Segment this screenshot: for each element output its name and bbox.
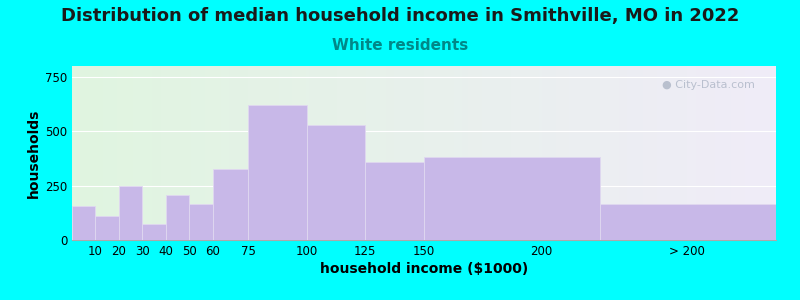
- Bar: [248, 105, 306, 240]
- Text: White residents: White residents: [332, 38, 468, 52]
- Bar: [366, 162, 424, 240]
- Bar: [166, 195, 190, 240]
- Bar: [306, 125, 366, 240]
- Text: ● City-Data.com: ● City-Data.com: [662, 80, 755, 90]
- Bar: [72, 206, 95, 240]
- X-axis label: household income ($1000): household income ($1000): [320, 262, 528, 276]
- Bar: [142, 224, 166, 240]
- Bar: [119, 186, 142, 240]
- Text: Distribution of median household income in Smithville, MO in 2022: Distribution of median household income …: [61, 8, 739, 26]
- Y-axis label: households: households: [26, 108, 41, 198]
- Bar: [95, 216, 119, 240]
- Bar: [190, 204, 213, 240]
- Bar: [600, 204, 776, 240]
- Bar: [424, 157, 600, 240]
- Bar: [213, 169, 248, 240]
